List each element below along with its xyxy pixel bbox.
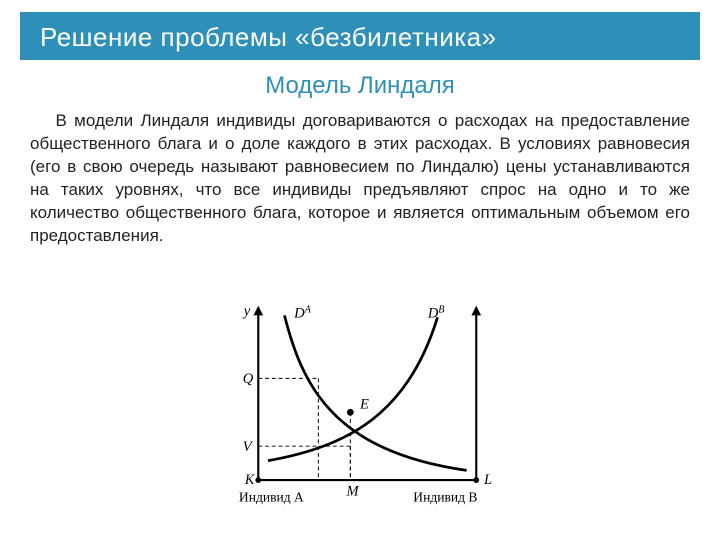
svg-text:Индивид A: Индивид A xyxy=(239,489,304,504)
slide-paragraph: В модели Линдаля индивиды договариваются… xyxy=(30,110,690,248)
svg-text:V: V xyxy=(243,439,254,455)
slide-header-title: Решение проблемы «безбилетника» xyxy=(40,22,497,52)
slide-subtitle: Модель Линдаля xyxy=(0,72,720,100)
slide-header: Решение проблемы «безбилетника» xyxy=(20,12,700,60)
svg-text:M: M xyxy=(345,484,359,500)
svg-text:DB: DB xyxy=(427,304,445,322)
svg-text:E: E xyxy=(359,396,369,412)
svg-text:Q: Q xyxy=(243,371,254,387)
lindahl-diagram: DA DB E K L Q V My Индивид A Индивид B xyxy=(205,290,515,520)
svg-text:Индивид B: Индивид B xyxy=(413,489,477,504)
svg-text:y: y xyxy=(242,303,251,319)
svg-text:DA: DA xyxy=(293,304,311,322)
svg-text:K: K xyxy=(244,472,256,488)
svg-text:L: L xyxy=(483,472,492,488)
diagram-container: DA DB E K L Q V My Индивид A Индивид B xyxy=(0,290,720,525)
